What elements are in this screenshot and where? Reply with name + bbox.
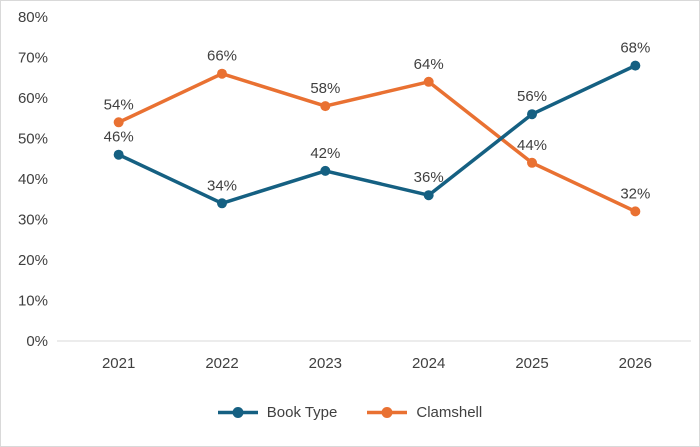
- svg-text:54%: 54%: [104, 96, 134, 113]
- svg-text:50%: 50%: [18, 131, 48, 148]
- svg-text:46%: 46%: [104, 129, 134, 146]
- chart-legend: Book Type Clamshell: [1, 386, 699, 438]
- svg-text:44%: 44%: [517, 137, 547, 154]
- svg-text:2025: 2025: [515, 355, 548, 372]
- svg-text:10%: 10%: [18, 293, 48, 310]
- book-type-series-marker-icon: [217, 406, 258, 418]
- line-chart-canvas: 0% 10% 20% 30% 40% 50% 60% 70% 80% 2021 2022 2023 20…: [18, 9, 691, 372]
- svg-text:34%: 34%: [207, 177, 237, 194]
- clamshell-series-marker-icon: [367, 406, 408, 418]
- svg-text:36%: 36%: [414, 169, 444, 186]
- svg-text:56%: 56%: [517, 88, 547, 105]
- svg-text:2022: 2022: [205, 355, 238, 372]
- svg-text:2024: 2024: [412, 355, 445, 372]
- svg-text:58%: 58%: [310, 80, 340, 97]
- svg-text:2023: 2023: [309, 355, 342, 372]
- svg-text:42%: 42%: [310, 145, 340, 162]
- legend-label-book-type: Book Type: [266, 403, 338, 421]
- svg-text:66%: 66%: [207, 48, 237, 65]
- svg-text:60%: 60%: [18, 90, 48, 107]
- svg-text:68%: 68%: [620, 40, 650, 57]
- legend-item-book-type: Book Type: [217, 403, 338, 421]
- svg-text:80%: 80%: [18, 9, 48, 26]
- svg-text:32%: 32%: [620, 185, 650, 202]
- svg-text:0%: 0%: [26, 333, 48, 350]
- legend-item-clamshell: Clamshell: [367, 404, 482, 421]
- svg-text:2021: 2021: [102, 355, 135, 372]
- legend-label-clamshell: Clamshell: [416, 403, 483, 421]
- svg-text:2026: 2026: [619, 355, 652, 372]
- svg-text:64%: 64%: [414, 56, 444, 73]
- svg-text:30%: 30%: [18, 212, 48, 229]
- svg-text:40%: 40%: [18, 171, 48, 188]
- svg-text:70%: 70%: [18, 50, 48, 67]
- svg-text:20%: 20%: [18, 252, 48, 269]
